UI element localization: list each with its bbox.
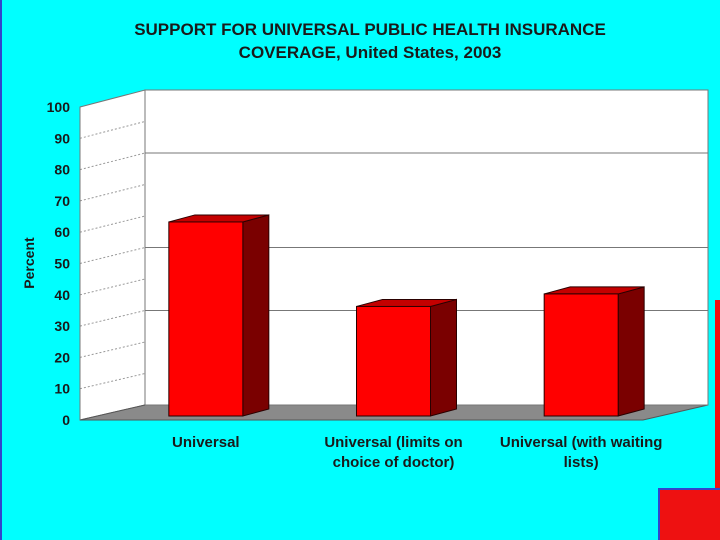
bar [543,293,619,417]
y-gridline-side [79,278,146,296]
slide-right-edge-accent [715,300,720,490]
x-tick-label: Universal (with waiting lists) [486,433,676,473]
y-gridline-side [79,341,146,358]
y-tick-label: 60 [54,224,70,240]
y-gridline-side [79,247,146,264]
y-tick-label: 50 [54,256,70,272]
bar [356,305,431,417]
y-tick-label: 80 [54,162,70,178]
y-gridline-side [79,215,146,233]
x-tick-label-line: Universal (limits on [324,434,463,451]
chart-title-line-1: SUPPORT FOR UNIVERSAL PUBLIC HEALTH INSU… [134,20,606,39]
x-tick-label-line: Universal [172,434,240,451]
x-tick-label: Universal [111,433,301,453]
y-tick-label: 90 [54,130,70,146]
y-tick-label: 20 [54,349,70,365]
y-tick-label: 0 [62,412,70,428]
chart-title-line-2: COVERAGE, United States, 2003 [238,43,502,62]
slide-left-edge [0,0,2,540]
bar [168,221,244,417]
y-tick-label: 100 [47,99,71,115]
x-tick-label-line: Universal (with waiting [499,434,663,451]
y-gridline-side [79,310,146,327]
y-tick-label: 70 [54,193,70,209]
y-tick-label: 40 [54,287,70,303]
y-gridline-side [79,184,146,202]
corner-decoration [658,488,720,540]
y-tick-label: 10 [54,381,70,397]
x-tick-label-line: lists) [563,454,599,471]
y-tick-label: 30 [54,318,70,334]
bar-side [242,214,270,417]
x-tick-label-line: choice of doctor) [332,454,455,471]
bar-side [617,286,645,417]
chart-title: SUPPORT FOR UNIVERSAL PUBLIC HEALTH INSU… [70,18,670,64]
bar-side [430,298,457,417]
y-gridline-side [79,373,146,390]
y-gridline-side [79,152,146,171]
x-tick-label: Universal (limits on choice of doctor) [299,433,489,473]
y-gridline-side [79,121,146,139]
